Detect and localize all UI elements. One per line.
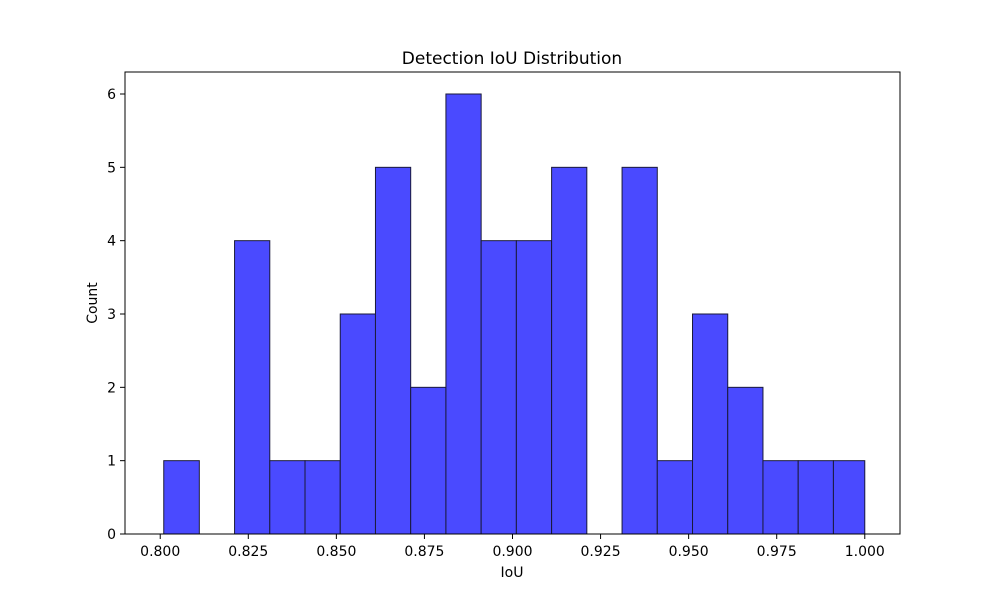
histogram-bar	[234, 240, 271, 535]
bars-group	[163, 93, 866, 535]
y-axis-label: Count	[85, 282, 101, 324]
x-axis-ticks: 0.800 0.825 0.850 0.875 0.900 0.925 0.950 0.975…	[140, 534, 885, 560]
x-tick-label: 0.800	[140, 544, 180, 560]
x-tick-label: 0.925	[581, 544, 621, 560]
histogram-bar	[480, 240, 517, 535]
histogram-bar	[797, 460, 834, 535]
x-tick-label: 0.900	[492, 544, 532, 560]
x-tick-label: 0.950	[669, 544, 709, 560]
histogram-bar	[304, 460, 341, 535]
histogram-bar	[692, 313, 729, 535]
histogram-bar	[515, 240, 553, 535]
histogram-bar	[445, 93, 482, 535]
y-tick-label: 5	[107, 160, 116, 176]
histogram-bar	[374, 166, 412, 535]
chart-title: Detection IoU Distribution	[402, 49, 622, 69]
y-tick-label: 2	[107, 380, 116, 396]
histogram-bar	[163, 460, 200, 535]
y-tick-label: 3	[107, 307, 116, 323]
y-tick-label: 6	[107, 87, 116, 103]
histogram-bar	[339, 313, 376, 535]
histogram-bar	[762, 460, 799, 535]
x-tick-label: 0.825	[228, 544, 268, 560]
histogram-bar	[656, 460, 694, 535]
histogram-bar	[269, 460, 306, 535]
y-tick-label: 1	[107, 454, 116, 470]
y-tick-label: 0	[107, 527, 116, 543]
histogram-bar	[832, 460, 866, 535]
histogram-bar	[727, 386, 764, 535]
x-axis-label: IoU	[501, 565, 524, 581]
x-tick-label: 0.850	[316, 544, 356, 560]
x-tick-label: 0.875	[404, 544, 444, 560]
histogram-bar	[410, 386, 447, 535]
y-axis-ticks: 0 1 2 3 4 5 6	[107, 87, 125, 543]
histogram-bar	[551, 166, 588, 535]
histogram-bar	[621, 166, 658, 535]
y-tick-label: 4	[107, 234, 116, 250]
x-tick-label: 0.975	[757, 544, 797, 560]
x-tick-label: 1.000	[845, 544, 885, 560]
